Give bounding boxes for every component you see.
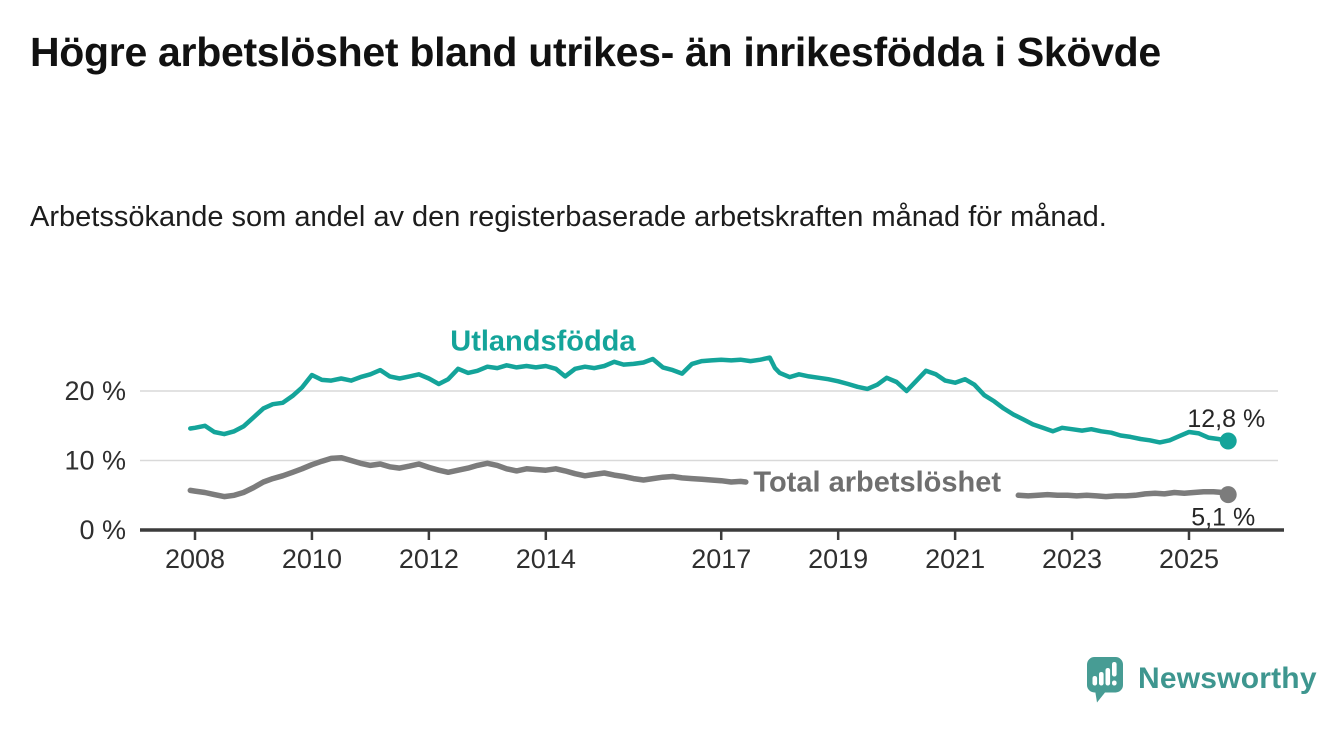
end-value-label-total-arbetsloshet: 5,1 % — [1191, 504, 1255, 532]
end-dot-total-arbetsloshet — [1219, 486, 1237, 504]
y-axis-tick-label: 0 % — [79, 515, 126, 545]
brand-footer: Newsworthy — [1086, 656, 1317, 704]
x-axis-tick-label: 2021 — [925, 544, 985, 574]
x-axis-tick-label: 2010 — [282, 544, 342, 574]
bar-chart-icon — [1092, 668, 1111, 686]
chart-title: Högre arbetslöshet bland utrikes- än inr… — [30, 29, 1161, 75]
y-axis-tick-label: 20 % — [64, 376, 126, 406]
x-axis-tick-label: 2025 — [1159, 544, 1219, 574]
newsworthy-logo — [1087, 657, 1123, 703]
y-axis-tick-label: 10 % — [64, 446, 126, 476]
x-axis-tick-label: 2014 — [516, 544, 576, 574]
series-label-total-arbetsloshet: Total arbetslöshet — [753, 466, 1001, 498]
series-line-utlandsfodda — [188, 355, 1231, 445]
x-axis-tick-label: 2019 — [808, 544, 868, 574]
series-line-total-arbetsloshet — [1015, 489, 1231, 500]
chart-subtitle: Arbetssökande som andel av den registerb… — [30, 201, 1107, 233]
x-axis-tick-label: 2023 — [1042, 544, 1102, 574]
x-axis-tick-label: 2008 — [165, 544, 225, 574]
series-label-utlandsfodda: Utlandsfödda — [450, 325, 636, 357]
end-value-label-utlandsfodda: 12,8 % — [1187, 405, 1265, 433]
brand-wordmark: Newsworthy — [1138, 662, 1317, 695]
x-axis-tick-label: 2012 — [399, 544, 459, 574]
exclamation-icon — [1112, 662, 1117, 686]
x-axis-tick-label: 2017 — [691, 544, 751, 574]
end-dot-utlandsfodda — [1219, 432, 1237, 450]
series-line-total-arbetsloshet — [187, 454, 749, 500]
speech-bubble-icon — [1087, 657, 1123, 703]
